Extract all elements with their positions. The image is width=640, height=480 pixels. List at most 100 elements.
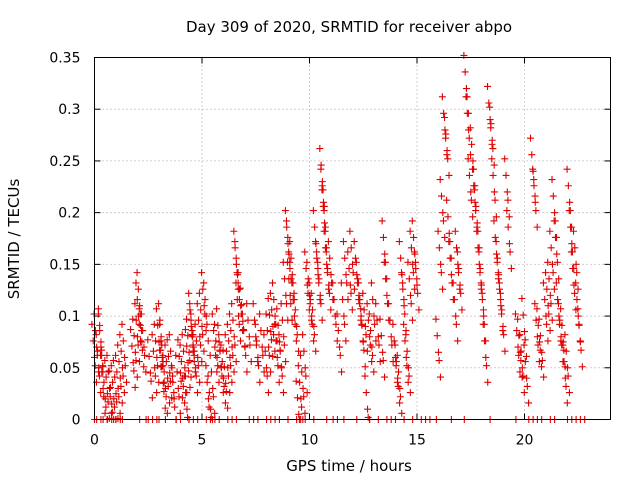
data-point [439, 285, 447, 293]
data-point [174, 336, 182, 344]
data-point [212, 337, 220, 345]
data-point [273, 353, 281, 361]
data-point [182, 389, 190, 397]
data-point [157, 337, 165, 345]
data-point [454, 337, 462, 345]
data-point [546, 291, 554, 299]
data-point [490, 161, 498, 169]
data-point [299, 384, 307, 392]
data-point [172, 351, 180, 359]
data-point [243, 300, 251, 308]
data-point [326, 254, 334, 262]
data-point [401, 310, 409, 318]
data-point [108, 408, 116, 416]
data-point [129, 315, 137, 323]
data-point [399, 279, 407, 287]
data-point [354, 275, 362, 283]
data-point [557, 305, 565, 313]
data-point [134, 333, 141, 341]
data-point [158, 363, 166, 371]
data-point [300, 393, 308, 401]
data-point [357, 305, 365, 313]
data-point [308, 312, 316, 320]
data-point [457, 289, 465, 297]
data-point [547, 300, 555, 308]
data-point [105, 367, 113, 375]
data-point [289, 296, 297, 304]
data-point [503, 188, 511, 196]
x-tick-label: 15 [408, 433, 426, 449]
data-point [436, 176, 444, 184]
data-point [473, 219, 481, 227]
data-point [365, 310, 373, 318]
data-point [189, 343, 197, 351]
data-point [451, 227, 459, 235]
x-tick-label: 20 [516, 433, 534, 449]
data-point [518, 373, 526, 381]
data-point [217, 364, 225, 372]
data-point [95, 364, 103, 372]
data-point [128, 342, 136, 350]
data-point [396, 384, 404, 392]
y-tick-label: 0.05 [49, 361, 80, 377]
data-point [290, 312, 298, 320]
data-point [165, 331, 173, 339]
data-point [266, 311, 274, 319]
data-point [450, 296, 458, 304]
data-point [415, 306, 423, 314]
data-point [490, 188, 498, 196]
data-point [288, 316, 296, 324]
data-point [233, 296, 241, 304]
data-point [200, 279, 208, 287]
data-point [194, 362, 202, 370]
y-axis-label: SRMTID / TECUs [5, 179, 23, 300]
data-point [320, 207, 328, 215]
data-point [574, 312, 582, 320]
data-point [198, 269, 206, 277]
data-point [355, 279, 363, 287]
data-point [473, 227, 481, 235]
data-point [376, 315, 384, 323]
data-point [411, 258, 419, 266]
data-point [478, 296, 486, 304]
data-point [493, 254, 501, 262]
data-point [210, 327, 218, 335]
data-point [496, 289, 504, 297]
data-point [396, 399, 404, 407]
data-point [130, 367, 138, 375]
data-point [501, 347, 509, 355]
data-point [357, 312, 365, 320]
data-point [200, 347, 208, 355]
data-point [536, 338, 544, 346]
data-point [265, 343, 273, 351]
data-point [336, 351, 344, 359]
data-point [521, 358, 529, 366]
data-point [380, 258, 388, 266]
data-point [192, 372, 200, 380]
data-point [470, 182, 478, 190]
data-point [563, 165, 571, 173]
data-point [515, 332, 523, 340]
data-point [549, 192, 557, 200]
data-point [530, 176, 538, 184]
data-point [387, 333, 395, 341]
data-point [303, 258, 311, 266]
data-point [110, 403, 118, 411]
data-point [226, 389, 234, 397]
data-point [97, 351, 105, 359]
data-point [576, 338, 584, 346]
data-point [552, 279, 560, 287]
data-point [566, 198, 574, 206]
data-point [324, 238, 332, 246]
data-point [232, 279, 240, 287]
data-point [274, 362, 282, 370]
data-point [260, 368, 268, 376]
data-point [164, 352, 172, 360]
data-point [241, 343, 249, 351]
data-point [399, 285, 407, 293]
data-point [556, 316, 564, 324]
data-point [475, 248, 483, 256]
data-point [379, 357, 387, 365]
data-point [373, 316, 381, 324]
data-point [567, 223, 575, 231]
